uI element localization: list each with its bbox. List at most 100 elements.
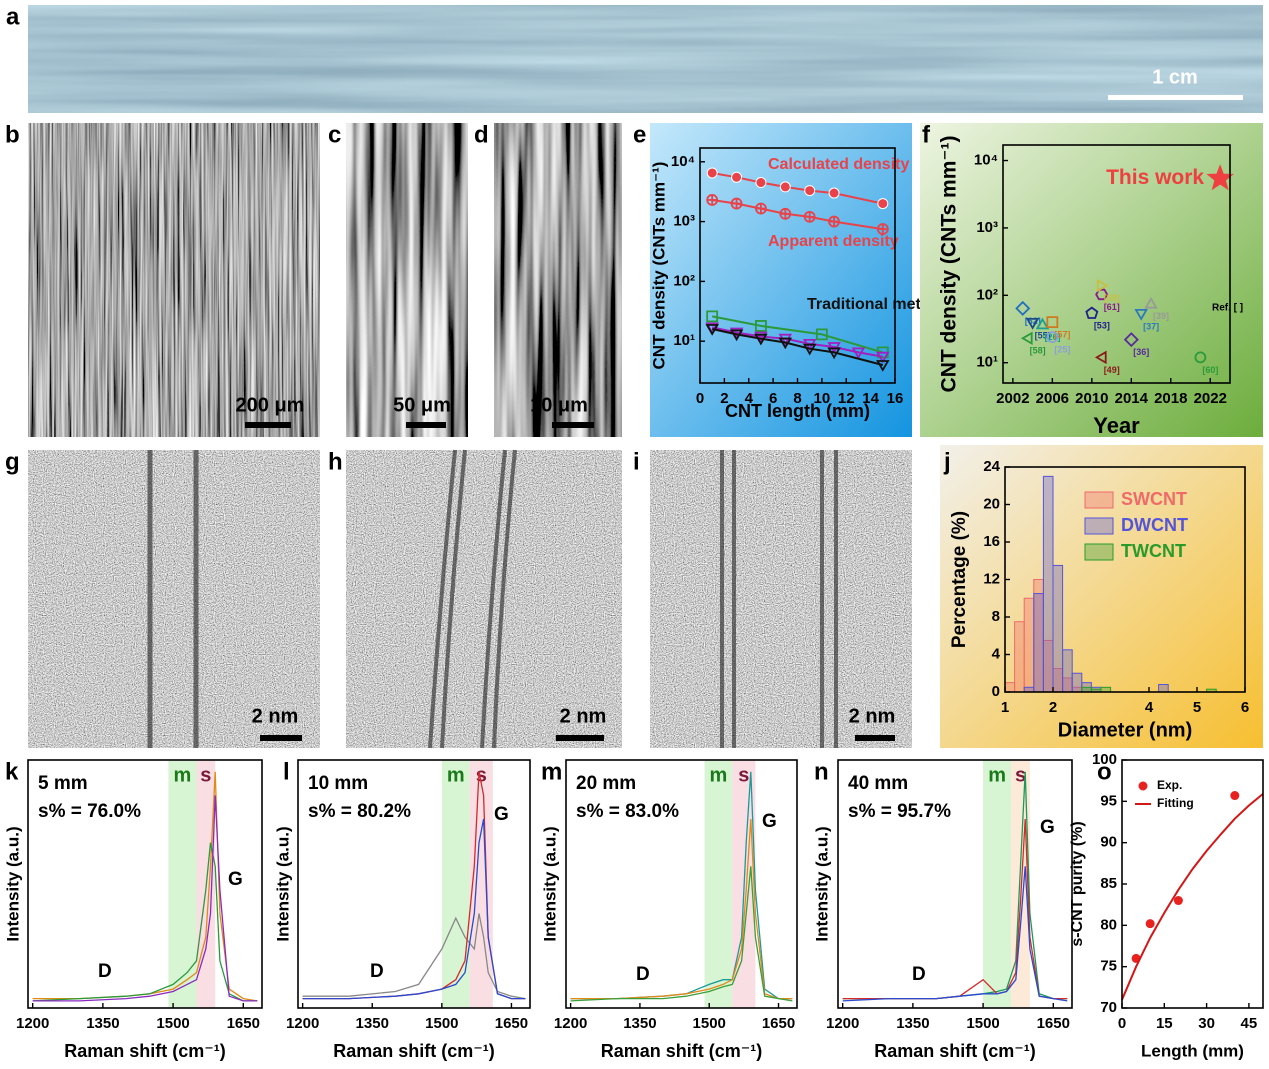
plot-frame (297, 759, 531, 1009)
marker (1046, 331, 1059, 343)
x-tick-label: 1200 (826, 1015, 859, 1032)
panel-label: j (943, 448, 951, 475)
x-tick-label: 16 (887, 390, 904, 407)
marker (755, 202, 767, 215)
point-label: [59] (1104, 293, 1120, 303)
marker (804, 185, 816, 197)
marker (1229, 790, 1241, 801)
peak-label: D (370, 961, 384, 982)
y-tick-label: 16 (983, 533, 1000, 550)
y-tick-label: 100 (1092, 751, 1117, 768)
legend-label: Fitting (1157, 796, 1194, 810)
point-label: [37] (1143, 321, 1159, 331)
y-tick-label: 12 (983, 570, 1000, 587)
sample-label: 10 mm (308, 773, 368, 794)
x-tick-label: 1350 (86, 1015, 119, 1032)
panel-background (650, 123, 912, 437)
x-tick-label: 6 (769, 390, 777, 407)
marker (1025, 318, 1040, 330)
hist-bar (1071, 672, 1083, 693)
scale-bar (1108, 95, 1243, 100)
panel-label: e (633, 121, 646, 148)
scale-text: 2 nm (849, 705, 896, 727)
band (1011, 760, 1030, 1008)
y-tick-label: 20 (983, 495, 1000, 512)
marker (755, 320, 767, 332)
point-label: [36] (1133, 347, 1149, 357)
hist-bar (1052, 564, 1064, 693)
panel-label: m (541, 758, 562, 785)
marker (1144, 918, 1156, 930)
marker (827, 347, 841, 360)
marker (1134, 309, 1148, 321)
y-tick-label: 85 (1100, 875, 1117, 892)
x-tick-label: 2 (720, 390, 728, 407)
x-tick-label: 2022 (1194, 390, 1227, 407)
marker (1096, 278, 1109, 293)
peak-label: D (636, 964, 650, 985)
x-tick-label: 1650 (762, 1015, 795, 1032)
band-label: m (710, 764, 728, 786)
legend-swatch (1084, 517, 1114, 535)
scale-text: 2 nm (560, 705, 607, 727)
y-tick-label: 75 (1100, 958, 1117, 975)
y-tick-label: 10² (673, 272, 695, 289)
plot-frame (27, 759, 263, 1009)
panel-label: o (1097, 758, 1112, 785)
y-tick-label: 8 (992, 608, 1000, 625)
x-tick-label: 1200 (286, 1015, 319, 1032)
plot-area (28, 760, 262, 1008)
y-axis-title: Percentage (%) (949, 511, 970, 648)
x-axis-title: Raman shift (cm⁻¹) (333, 1041, 495, 1061)
marker (876, 223, 889, 235)
panel-label: f (922, 121, 931, 148)
x-tick-label: 1 (1001, 699, 1009, 716)
marker (877, 198, 889, 210)
peak-label: D (912, 964, 926, 985)
purity-label: s% = 95.7% (848, 801, 951, 822)
y-axis-title: CNT density (CNTs mm⁻¹) (649, 162, 668, 370)
y-tick-label: 10⁴ (671, 153, 695, 170)
x-axis-title: Length (mm) (1141, 1041, 1244, 1060)
x-tick-label: 15 (1156, 1015, 1173, 1032)
band-label: s (476, 764, 487, 786)
x-tick-label: 4 (745, 390, 754, 407)
series-line (570, 866, 793, 1002)
plot-area (566, 760, 797, 1008)
sem-d (494, 123, 622, 437)
y-axis-title: Intensity (a.u.) (812, 826, 831, 941)
point-label: [57] (1054, 330, 1070, 340)
y-axis-title: s-CNT purity (%) (1069, 821, 1086, 946)
scale-bar (245, 422, 291, 428)
marker (876, 351, 890, 364)
marker (730, 197, 743, 210)
purity-label: s% = 83.0% (576, 801, 679, 822)
hist-bar (1158, 684, 1169, 693)
x-tick-label: 1350 (356, 1015, 389, 1032)
point-label: [53] (1094, 321, 1110, 331)
marker (705, 324, 719, 336)
legend-label: TWCNT (1121, 541, 1186, 561)
marker (1020, 331, 1033, 346)
x-tick-label: 1500 (693, 1015, 726, 1032)
band (168, 760, 197, 1008)
point-label: [58] (1030, 346, 1046, 356)
panel-background (920, 123, 1263, 437)
y-tick-label: 10² (976, 286, 998, 303)
x-tick-label: 30 (1198, 1015, 1215, 1032)
marker (729, 329, 744, 342)
panel-label: b (5, 121, 20, 148)
panel-label: g (5, 448, 20, 475)
marker (1085, 306, 1099, 319)
marker (1144, 296, 1158, 309)
x-tick-label: 0 (1118, 1015, 1126, 1032)
x-tick-label: 2002 (996, 390, 1029, 407)
x-axis-title: Raman shift (cm⁻¹) (601, 1041, 763, 1061)
scale-text: 50 μm (393, 394, 451, 416)
purity-label: s% = 80.2% (308, 801, 411, 822)
marker (1046, 316, 1059, 329)
sem-b (28, 123, 320, 437)
point-label: [25] (1054, 344, 1070, 354)
marker (1015, 300, 1031, 316)
